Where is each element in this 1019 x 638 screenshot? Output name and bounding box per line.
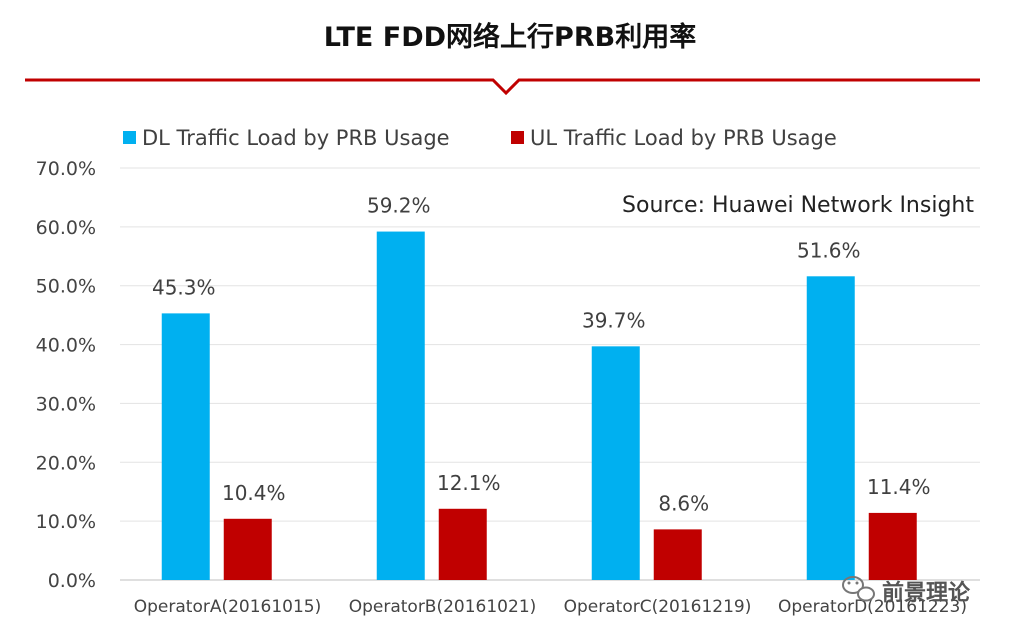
watermark-text: 前景理论 [882, 580, 971, 606]
data-label: 10.4% [222, 481, 286, 505]
data-label: 45.3% [152, 275, 216, 299]
x-tick-label: OperatorA(20161015) [134, 597, 322, 617]
x-tick-label: OperatorB(20161021) [349, 597, 537, 617]
bar-ul [868, 512, 917, 580]
bar-ul [438, 508, 487, 580]
watermark: 前景理论 [842, 576, 971, 606]
wechat-icon [842, 576, 875, 602]
legend-label-dl: DL Traffic Load by PRB Usage [142, 126, 450, 150]
bar-ul [653, 529, 702, 580]
data-labels: 45.3% 10.4% 59.2% 12.1% 39.7% 8.6% 51.6% 11.4% [152, 194, 931, 516]
data-label: 51.6% [797, 238, 861, 262]
x-tick-label: OperatorC(20161219) [564, 597, 752, 617]
y-tick-label: 60.0% [36, 217, 96, 239]
y-tick-label: 70.0% [36, 158, 96, 180]
chart-title: LTE FDD网络上行PRB利用率 [324, 21, 696, 53]
y-tick-label: 50.0% [36, 276, 96, 298]
data-label: 59.2% [367, 194, 431, 218]
legend: DL Traffic Load by PRB Usage UL Traffic … [123, 126, 837, 150]
data-label: 12.1% [437, 471, 501, 495]
legend-swatch-ul [511, 131, 524, 144]
x-tick-label: OperatorD(20161223) [778, 597, 967, 617]
bar-dl [376, 231, 425, 580]
bar-dl [591, 346, 640, 580]
y-tick-label: 30.0% [36, 393, 96, 415]
data-label: 11.4% [867, 475, 931, 499]
x-axis: OperatorA(20161015) OperatorB(20161021) Op… [134, 597, 967, 617]
y-axis: 0.0% 10.0% 20.0% 30.0% 40.0% 50.0% 60.0% 70.0% [36, 158, 96, 592]
title-divider [25, 78, 980, 96]
bar-dl [806, 276, 855, 580]
y-tick-label: 40.0% [36, 335, 96, 357]
legend-swatch-dl [123, 131, 136, 144]
bar-dl [161, 313, 210, 580]
bar-ul [223, 518, 272, 580]
legend-label-ul: UL Traffic Load by PRB Usage [530, 126, 837, 150]
bars [161, 231, 917, 580]
data-label: 39.7% [582, 308, 646, 332]
source-annotation: Source: Huawei Network Insight [622, 193, 974, 218]
y-tick-label: 0.0% [48, 570, 96, 592]
data-label: 8.6% [658, 491, 709, 515]
y-tick-label: 10.0% [36, 511, 96, 533]
y-tick-label: 20.0% [36, 452, 96, 474]
